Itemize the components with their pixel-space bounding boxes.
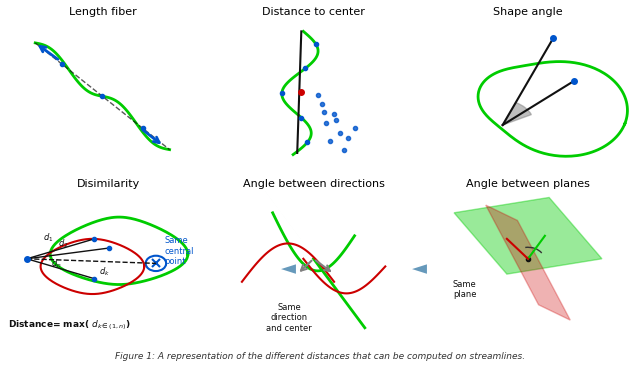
Text: $d_n$: $d_n$	[51, 257, 62, 270]
Text: $d_2$: $d_2$	[58, 238, 68, 250]
Title: Shape angle: Shape angle	[493, 7, 563, 18]
Text: Figure 1: A representation of the different distances that can be computed on st: Figure 1: A representation of the differ…	[115, 352, 525, 361]
Text: Same
plane: Same plane	[452, 280, 477, 299]
Title: Disimilarity: Disimilarity	[77, 179, 140, 189]
Title: Length fiber: Length fiber	[68, 7, 136, 18]
Title: Angle between planes: Angle between planes	[466, 179, 590, 189]
Text: Distance= max( $d_{k\in(1,n)}$): Distance= max( $d_{k\in(1,n)}$)	[8, 319, 131, 332]
Text: Same
central
point: Same central point	[164, 236, 193, 266]
Text: Same
direction
and center: Same direction and center	[266, 303, 312, 333]
Polygon shape	[486, 205, 570, 320]
Wedge shape	[502, 103, 531, 125]
Title: Distance to center: Distance to center	[262, 7, 365, 18]
Text: ◄: ◄	[412, 259, 427, 278]
Title: Angle between directions: Angle between directions	[243, 179, 385, 189]
Text: $d_k$: $d_k$	[99, 265, 109, 278]
Polygon shape	[454, 197, 602, 274]
Text: ◄: ◄	[280, 259, 296, 278]
Text: $d_1$: $d_1$	[44, 231, 54, 244]
